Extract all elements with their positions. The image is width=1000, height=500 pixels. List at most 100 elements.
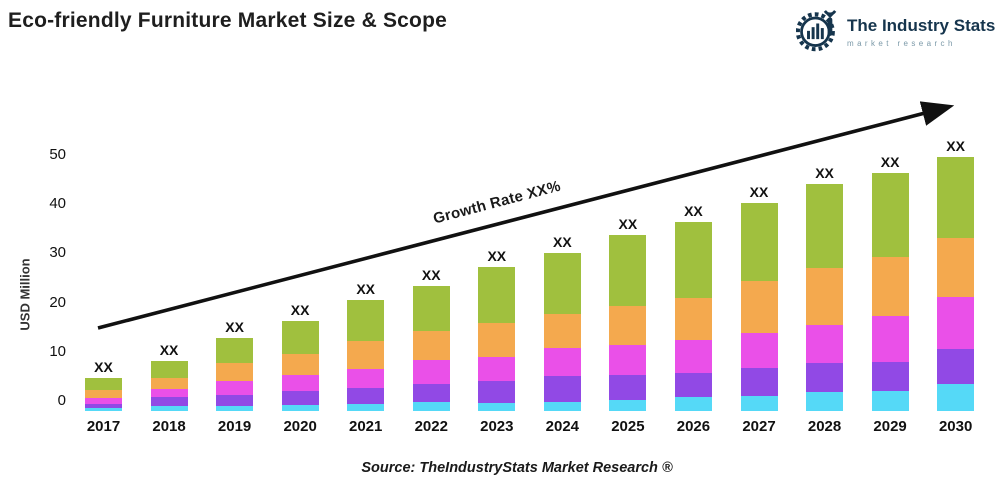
x-tick-label: 2029 xyxy=(873,418,907,435)
segment-5-green-segment xyxy=(150,361,188,378)
segment-4-orange-segment xyxy=(543,314,581,348)
bar-2019: XX 2019 xyxy=(216,319,254,435)
bar-2021: XX 2021 xyxy=(347,281,385,435)
x-tick-label: 2023 xyxy=(480,418,514,435)
segment-4-orange-segment xyxy=(478,322,516,357)
x-tick-label: 2019 xyxy=(217,418,252,435)
x-tick-label: 2018 xyxy=(152,418,186,435)
growth-rate-label: Growth Rate XX% xyxy=(431,177,563,228)
segment-2-purple-segment xyxy=(740,368,778,396)
segment-3-magenta-segment xyxy=(674,340,712,373)
segment-1-cyan-segment xyxy=(740,396,778,411)
segment-5-green-segment xyxy=(543,253,581,314)
segment-5-green-segment xyxy=(740,203,778,281)
segment-4-orange-segment xyxy=(674,298,712,340)
segment-3-magenta-segment xyxy=(478,357,516,381)
y-tick-label: 30 xyxy=(49,244,66,262)
segment-1-cyan-segment xyxy=(609,399,647,411)
bar-2018: XX 2018 xyxy=(150,342,188,435)
segment-1-cyan-segment xyxy=(150,406,188,411)
segment-2-purple-segment xyxy=(85,404,122,408)
segment-4-orange-segment xyxy=(871,257,909,316)
bar-value-label: XX xyxy=(290,302,310,318)
segment-3-magenta-segment xyxy=(609,344,647,375)
bar-2026: XX 2026 xyxy=(674,203,712,435)
x-tick-label: 2021 xyxy=(349,418,383,435)
segment-5-green-segment xyxy=(216,338,254,363)
x-tick-label: 2027 xyxy=(742,418,776,435)
bar-2020: XX 2020 xyxy=(281,302,319,435)
segment-1-cyan-segment xyxy=(281,404,319,411)
segment-1-cyan-segment xyxy=(806,392,844,411)
y-tick-label: 10 xyxy=(49,342,66,360)
segment-2-purple-segment xyxy=(478,381,516,403)
segment-5-green-segment xyxy=(609,234,647,306)
segment-4-orange-segment xyxy=(347,341,385,369)
segment-3-magenta-segment xyxy=(937,297,975,349)
bar-value-label: XX xyxy=(553,234,572,250)
segment-2-purple-segment xyxy=(412,384,450,402)
source-note: Source: TheIndustryStats Market Research… xyxy=(361,460,673,476)
bar-value-label: XX xyxy=(880,153,900,170)
logo-brand: The Industry Stats xyxy=(847,15,996,35)
segment-2-purple-segment xyxy=(150,397,188,406)
segment-1-cyan-segment xyxy=(937,384,975,411)
segment-2-purple-segment xyxy=(937,349,975,384)
segment-4-orange-segment xyxy=(412,331,450,360)
segment-5-green-segment xyxy=(85,377,122,390)
bar-value-label: XX xyxy=(618,215,638,232)
segment-1-cyan-segment xyxy=(478,402,516,411)
segment-2-purple-segment xyxy=(281,391,319,405)
y-tick-label: 20 xyxy=(49,293,66,311)
segment-4-orange-segment xyxy=(216,363,254,381)
segment-3-magenta-segment xyxy=(347,369,385,388)
x-tick-label: 2017 xyxy=(86,418,121,435)
segment-2-purple-segment xyxy=(674,372,712,397)
segment-5-green-segment xyxy=(412,286,450,331)
bar-2029: XX 2029 xyxy=(871,154,909,435)
bar-value-label: XX xyxy=(356,281,376,297)
segment-1-cyan-segment xyxy=(85,407,122,411)
segment-4-orange-segment xyxy=(85,390,122,398)
segment-3-magenta-segment xyxy=(150,388,188,397)
bar-value-label: XX xyxy=(946,138,965,154)
segment-3-magenta-segment xyxy=(85,398,122,404)
bar-value-label: XX xyxy=(159,342,179,358)
segment-3-magenta-segment xyxy=(543,348,581,376)
y-tick-label: 40 xyxy=(49,195,66,213)
bar-2023: XX 2023 xyxy=(478,248,516,435)
segment-3-magenta-segment xyxy=(412,360,450,384)
page-title: Eco-friendly Furniture Market Size & Sco… xyxy=(8,9,447,32)
segment-3-magenta-segment xyxy=(806,324,844,363)
x-tick-label: 2022 xyxy=(414,418,448,435)
segment-1-cyan-segment xyxy=(412,402,450,411)
segment-5-green-segment xyxy=(806,183,844,268)
segment-3-magenta-segment xyxy=(216,380,254,395)
bar-value-label: XX xyxy=(225,319,244,335)
y-tick-label: 50 xyxy=(49,146,66,163)
logo-tagline: market research xyxy=(847,38,956,48)
bar-2017: XX 2017 xyxy=(85,359,122,435)
segment-4-orange-segment xyxy=(806,268,844,325)
segment-2-purple-segment xyxy=(543,376,581,402)
bar-value-label: XX xyxy=(815,164,834,181)
bar-value-label: XX xyxy=(421,267,441,283)
segment-5-green-segment xyxy=(674,221,712,298)
segment-2-purple-segment xyxy=(871,362,909,391)
x-tick-label: 2030 xyxy=(938,418,973,435)
segment-5-green-segment xyxy=(281,321,319,354)
bar-2030: XX 2030 xyxy=(937,138,975,435)
segment-1-cyan-segment xyxy=(674,397,712,411)
bar-value-label: XX xyxy=(94,358,113,375)
segment-4-orange-segment xyxy=(281,353,319,375)
bar-2022: XX 2022 xyxy=(412,267,450,435)
bar-value-label: XX xyxy=(684,202,703,219)
segment-2-purple-segment xyxy=(216,394,254,406)
segment-2-purple-segment xyxy=(806,363,844,392)
x-tick-label: 2026 xyxy=(676,418,711,435)
segment-4-orange-segment xyxy=(609,305,647,345)
x-tick-label: 2028 xyxy=(807,418,842,435)
segment-5-green-segment xyxy=(478,267,516,323)
